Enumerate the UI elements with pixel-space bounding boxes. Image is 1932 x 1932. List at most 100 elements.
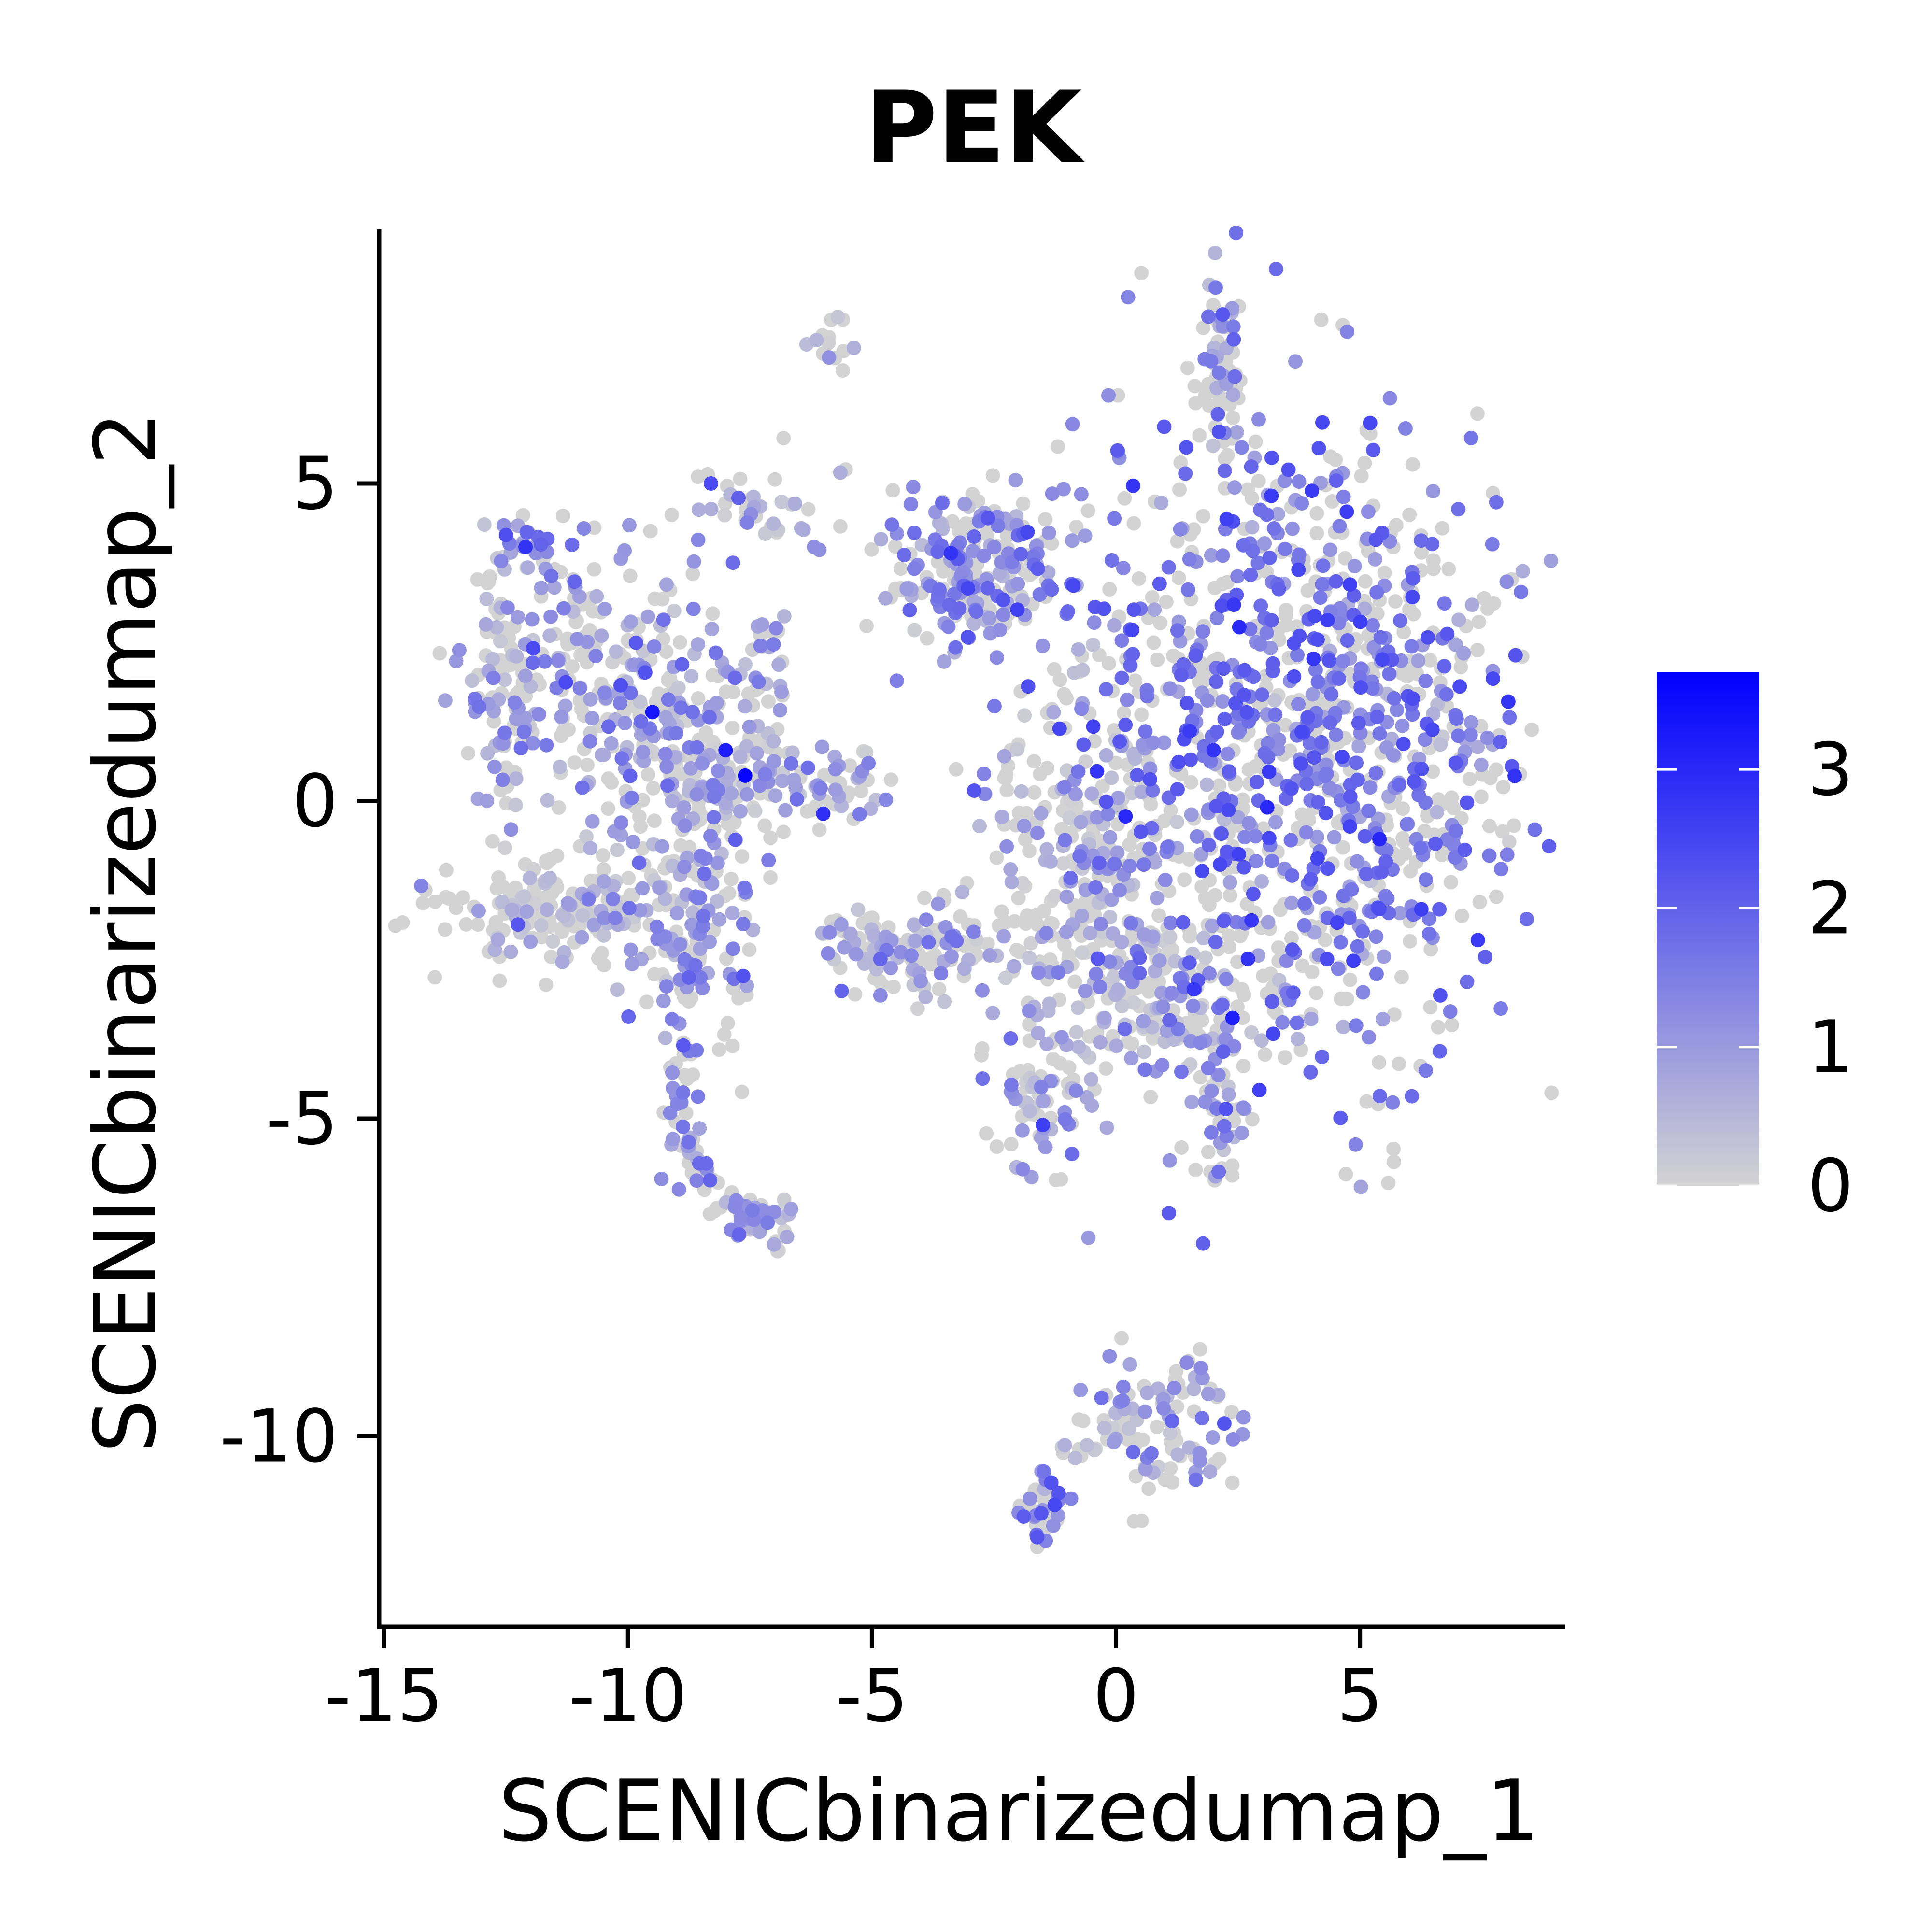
data-point (1482, 819, 1497, 834)
data-point (1254, 1033, 1269, 1048)
data-point (691, 637, 706, 652)
data-point (1163, 803, 1178, 818)
data-point (1258, 1047, 1272, 1062)
data-point (1142, 841, 1157, 856)
data-point (1278, 1050, 1293, 1065)
data-point (1017, 819, 1032, 833)
data-point (899, 582, 914, 597)
data-point (1275, 1015, 1290, 1030)
data-point (997, 749, 1012, 764)
data-point (1116, 561, 1131, 576)
data-point (1063, 870, 1078, 885)
data-point (1065, 533, 1080, 548)
data-point (1421, 911, 1436, 926)
data-point (1071, 642, 1086, 657)
data-point (1499, 574, 1514, 589)
data-point (1203, 1464, 1218, 1479)
data-point (1184, 807, 1199, 822)
data-point (647, 591, 662, 606)
x-tick-label: 5 (1337, 1654, 1383, 1738)
data-point (1116, 1379, 1131, 1394)
data-point (1365, 618, 1380, 633)
data-point (596, 848, 611, 863)
data-point (1109, 1038, 1124, 1053)
data-point (576, 521, 591, 536)
data-point (665, 1012, 680, 1027)
data-point (1022, 951, 1037, 966)
data-point (952, 601, 967, 616)
data-point (738, 768, 753, 783)
data-point (1315, 1050, 1330, 1065)
data-point (588, 649, 603, 664)
legend-label: 3 (1807, 728, 1853, 812)
data-point (691, 502, 706, 517)
data-point (539, 977, 554, 992)
data-point (767, 1237, 781, 1252)
data-point (1126, 747, 1141, 762)
data-point (761, 853, 776, 867)
data-point (1241, 762, 1256, 777)
data-point (1020, 525, 1035, 540)
data-point (1544, 554, 1558, 568)
y-tick-label: 5 (292, 442, 338, 526)
data-point (1065, 1147, 1080, 1161)
data-point (859, 745, 874, 760)
data-point (737, 881, 752, 895)
data-point (1304, 1011, 1319, 1026)
data-point (567, 755, 582, 770)
data-point (774, 495, 789, 509)
data-point (1451, 612, 1466, 627)
data-point (1349, 1018, 1364, 1033)
data-point (852, 807, 867, 822)
data-point (1395, 718, 1410, 733)
data-point (691, 691, 706, 706)
data-point (1144, 1446, 1159, 1461)
data-point (545, 934, 560, 949)
data-point (873, 988, 888, 1003)
data-point (897, 548, 912, 562)
data-point (1343, 577, 1358, 592)
data-point (1217, 711, 1232, 726)
data-point (931, 896, 946, 911)
data-point (558, 698, 573, 713)
data-point (718, 743, 733, 758)
data-point (1057, 833, 1072, 848)
data-point (1143, 1090, 1158, 1105)
x-axis-title: SCENICbinarizedumap_1 (498, 1762, 1540, 1861)
data-point (1405, 590, 1420, 605)
data-point (1279, 603, 1293, 618)
data-point (734, 1210, 749, 1225)
data-point (989, 650, 1004, 665)
data-point (1215, 694, 1230, 709)
data-point (1315, 577, 1330, 592)
data-point (691, 1089, 705, 1104)
data-point (540, 902, 554, 917)
data-point (1192, 428, 1207, 443)
data-point (625, 956, 639, 971)
data-point (534, 918, 549, 933)
y-axis-ticks: -10 -5 0 5 (220, 442, 379, 1479)
data-point (837, 940, 852, 955)
data-point (980, 581, 995, 596)
data-point (565, 537, 580, 552)
data-point (932, 582, 947, 597)
data-point (1489, 495, 1504, 510)
data-point (1480, 730, 1495, 745)
data-point (1084, 786, 1099, 801)
data-point (755, 1203, 770, 1218)
data-point (640, 609, 655, 624)
data-point (1293, 1042, 1308, 1057)
data-point (1204, 354, 1219, 369)
data-point (558, 675, 573, 690)
data-point (1329, 727, 1344, 742)
data-point (1201, 1145, 1216, 1159)
data-point (893, 561, 908, 576)
data-point (1369, 929, 1384, 944)
data-point (1215, 576, 1230, 591)
data-point (583, 873, 598, 888)
data-point (1220, 746, 1235, 761)
data-point (438, 693, 453, 708)
data-point (1099, 794, 1114, 809)
data-point (1283, 833, 1298, 848)
y-axis-title: SCENICbinarizedumap_2 (77, 412, 175, 1453)
